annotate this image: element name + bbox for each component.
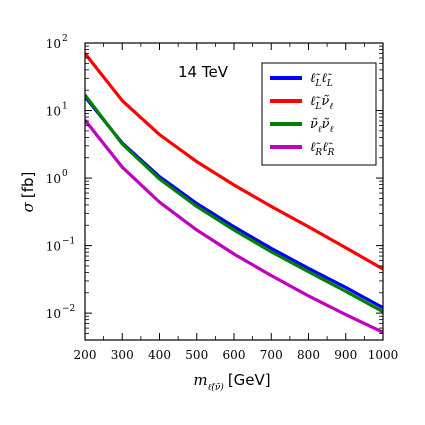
y-tick-label: 10 [46, 105, 61, 119]
x-tick-label: 1000 [368, 348, 399, 362]
y-tick-exponent: 0 [62, 169, 68, 179]
y-tick-label: 10 [46, 172, 61, 186]
x-axis-label: mℓ̃(ν̃) [GeV] [193, 371, 270, 393]
x-axis-unit: [GeV] [228, 371, 271, 389]
y-axis-symbol: σ [19, 201, 37, 212]
x-axis-symbol: m [193, 371, 207, 389]
y-tick-exponent: −1 [62, 237, 75, 247]
legend-label-1: ℓ̃Lν̃ℓ [310, 94, 333, 112]
y-tick-label: 10 [46, 240, 61, 254]
x-tick-label: 400 [148, 348, 171, 362]
x-tick-label: 500 [185, 348, 208, 362]
legend: ℓ̃Lℓ̃L ℓ̃Lν̃ℓ ν̃ℓν̃ℓ ℓ̃Rℓ̃R [261, 62, 377, 166]
x-tick-label: 300 [111, 348, 134, 362]
y-tick-exponent: 2 [62, 34, 68, 44]
series-line-2 [85, 94, 383, 314]
x-tick-label: 700 [260, 348, 283, 362]
legend-label-0: ℓ̃Lℓ̃L [310, 71, 333, 89]
y-tick-exponent: 1 [62, 102, 68, 112]
series-layer [85, 52, 383, 334]
x-tick-label: 600 [223, 348, 246, 362]
series-line-1 [85, 52, 383, 271]
y-axis-label: σ [fb] [19, 172, 37, 213]
x-tick-label: 200 [74, 348, 97, 362]
x-tick-label: 800 [297, 348, 320, 362]
y-tick-label: 10 [46, 307, 61, 321]
x-tick-label: 900 [334, 348, 357, 362]
y-axis-unit: [fb] [19, 172, 37, 199]
series-line-3 [85, 119, 383, 334]
energy-annotation: 14 TeV [178, 63, 229, 81]
legend-label-3: ℓ̃Rℓ̃R [310, 140, 335, 158]
ticks-layer [84, 42, 384, 341]
legend-label-2: ν̃ℓν̃ℓ [310, 117, 334, 135]
x-axis-subscript: ℓ̃(ν̃) [208, 382, 225, 393]
y-tick-exponent: −2 [62, 304, 75, 314]
y-tick-label: 10 [46, 37, 61, 51]
